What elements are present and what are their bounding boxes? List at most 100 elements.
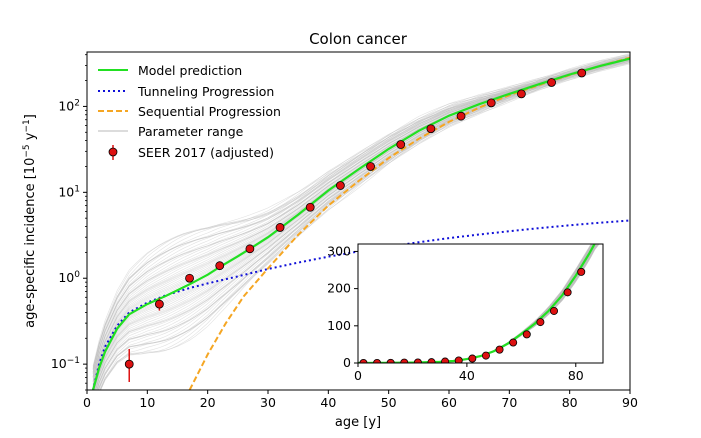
model-prediction-line <box>91 57 630 390</box>
parameter-range-curve <box>99 59 630 390</box>
seer-data-point <box>456 111 466 121</box>
inset-background <box>358 244 603 363</box>
y-tick-label-base: 10 <box>51 356 67 371</box>
seer-data-point <box>577 68 587 78</box>
parameter-range-curve <box>92 56 630 378</box>
seer-data-point <box>124 359 134 369</box>
seer-data-point <box>275 223 285 232</box>
legend-entry-parameter-range: Parameter range <box>98 124 244 139</box>
parameter-range-curve <box>95 58 630 390</box>
y-tick-label-exp: −1 <box>67 356 80 366</box>
seer-data-point <box>486 98 496 108</box>
parameter-range-curve <box>98 60 630 390</box>
parameter-range-curve <box>92 57 630 377</box>
seer-data-point <box>245 244 255 254</box>
parameter-range-curve <box>96 58 630 390</box>
parameter-range-curve <box>95 60 630 390</box>
parameter-range-curve <box>98 61 630 390</box>
inset-seer-data-point <box>427 358 436 363</box>
inset-y-tick-label: 0 <box>343 355 351 370</box>
seer-data-point <box>154 299 164 309</box>
parameter-range-curve <box>92 57 630 384</box>
main-x-axis: 0 10 20 30 40 50 60 70 80 90 <box>83 390 638 410</box>
legend-entry-seer: SEER 2017 (adjusted) <box>108 145 274 160</box>
y-tick-label: 10−1 <box>51 356 80 371</box>
x-tick-label: 40 <box>320 395 336 410</box>
parameter-range-curve <box>92 55 630 378</box>
seer-data-point <box>305 202 315 212</box>
y-tick-label-base: 10 <box>58 270 74 285</box>
y-tick-label-base: 10 <box>58 98 74 113</box>
y-tick-label: 100 <box>58 270 80 285</box>
x-tick-label: 70 <box>501 395 517 410</box>
y-tick-label-exp: 0 <box>74 270 80 280</box>
seer-data-point <box>547 78 556 87</box>
parameter-range-curve <box>92 57 630 382</box>
x-tick-label: 50 <box>381 395 397 410</box>
seer-data-point <box>366 162 375 171</box>
inset-y-tick-label: 200 <box>327 281 351 296</box>
seer-data-point <box>426 124 436 134</box>
parameter-range-curve <box>92 58 630 373</box>
inset-seer-data-point <box>413 358 422 363</box>
parameter-range-curve <box>100 62 630 390</box>
parameter-range-curve <box>92 54 630 370</box>
x-tick-label: 60 <box>441 395 457 410</box>
x-tick-label: 0 <box>83 395 91 410</box>
legend-entry-model: Model prediction <box>98 63 242 78</box>
inset-seer-data-point <box>563 288 572 297</box>
y-axis-label-end: ] <box>23 114 38 119</box>
inset-seer-data-point <box>481 351 490 360</box>
x-tick-label: 30 <box>260 395 276 410</box>
x-tick-label: 80 <box>562 395 578 410</box>
legend-label-parameter-range: Parameter range <box>138 124 244 139</box>
legend-label-tunneling: Tunneling Progression <box>137 84 274 99</box>
parameter-range-curve <box>92 54 630 369</box>
legend-entry-tunneling: Tunneling Progression <box>98 84 274 99</box>
parameter-range-curve <box>92 57 630 380</box>
parameter-range-curve <box>92 54 630 374</box>
inset-seer-data-point <box>536 318 545 327</box>
inset-plot-frame <box>357 243 604 364</box>
tunneling-progression-line <box>92 219 630 390</box>
inset-seer-data-point <box>550 306 559 315</box>
inset-y-tick-label: 300 <box>327 243 351 258</box>
parameter-range-curve <box>92 56 630 373</box>
y-axis-label: age-specific incidence [10−5 y−1] <box>22 114 38 328</box>
inset-seer-data-point <box>495 345 504 354</box>
inset-x-tick-label: 40 <box>459 368 475 383</box>
parameter-range-curve <box>99 63 630 390</box>
seer-data-point <box>517 89 526 99</box>
parameter-range-curve <box>100 58 630 390</box>
y-axis-label-exp1: −5 <box>22 144 32 157</box>
legend: Model prediction Tunneling Progression S… <box>98 63 281 160</box>
parameter-range-curve <box>92 53 630 371</box>
x-tick-label: 10 <box>139 395 155 410</box>
inset-seer-data-point <box>522 330 531 339</box>
inset-x-axis: 0 40 80 <box>354 363 584 383</box>
parameter-range-curve <box>92 55 630 378</box>
y-axis-label-exp2: −1 <box>22 119 32 132</box>
parameter-range-curve <box>92 54 630 374</box>
y-tick-label-exp: 1 <box>74 184 80 194</box>
parameter-range-curve <box>92 58 630 368</box>
legend-entry-sequential: Sequential Progression <box>98 104 281 119</box>
seer-errorbar-group <box>124 68 587 382</box>
parameter-range-curve <box>92 56 630 376</box>
parameter-range-curve <box>99 62 630 390</box>
inset-seer-data-point <box>441 357 450 363</box>
x-tick-label: 90 <box>622 395 638 410</box>
inset-y-axis: 0 100 200 300 <box>327 243 358 370</box>
parameter-range-curve <box>96 58 630 390</box>
seer-data-point <box>396 140 406 149</box>
y-tick-label-exp: 2 <box>74 98 80 108</box>
parameter-range-curve <box>92 58 630 378</box>
parameter-range-curve <box>92 56 630 366</box>
parameter-range-curve <box>96 59 630 390</box>
parameter-range-curve <box>94 58 630 390</box>
seer-data-point <box>215 261 225 271</box>
x-tick-label: 20 <box>200 395 216 410</box>
parameter-range-curve <box>92 57 630 374</box>
